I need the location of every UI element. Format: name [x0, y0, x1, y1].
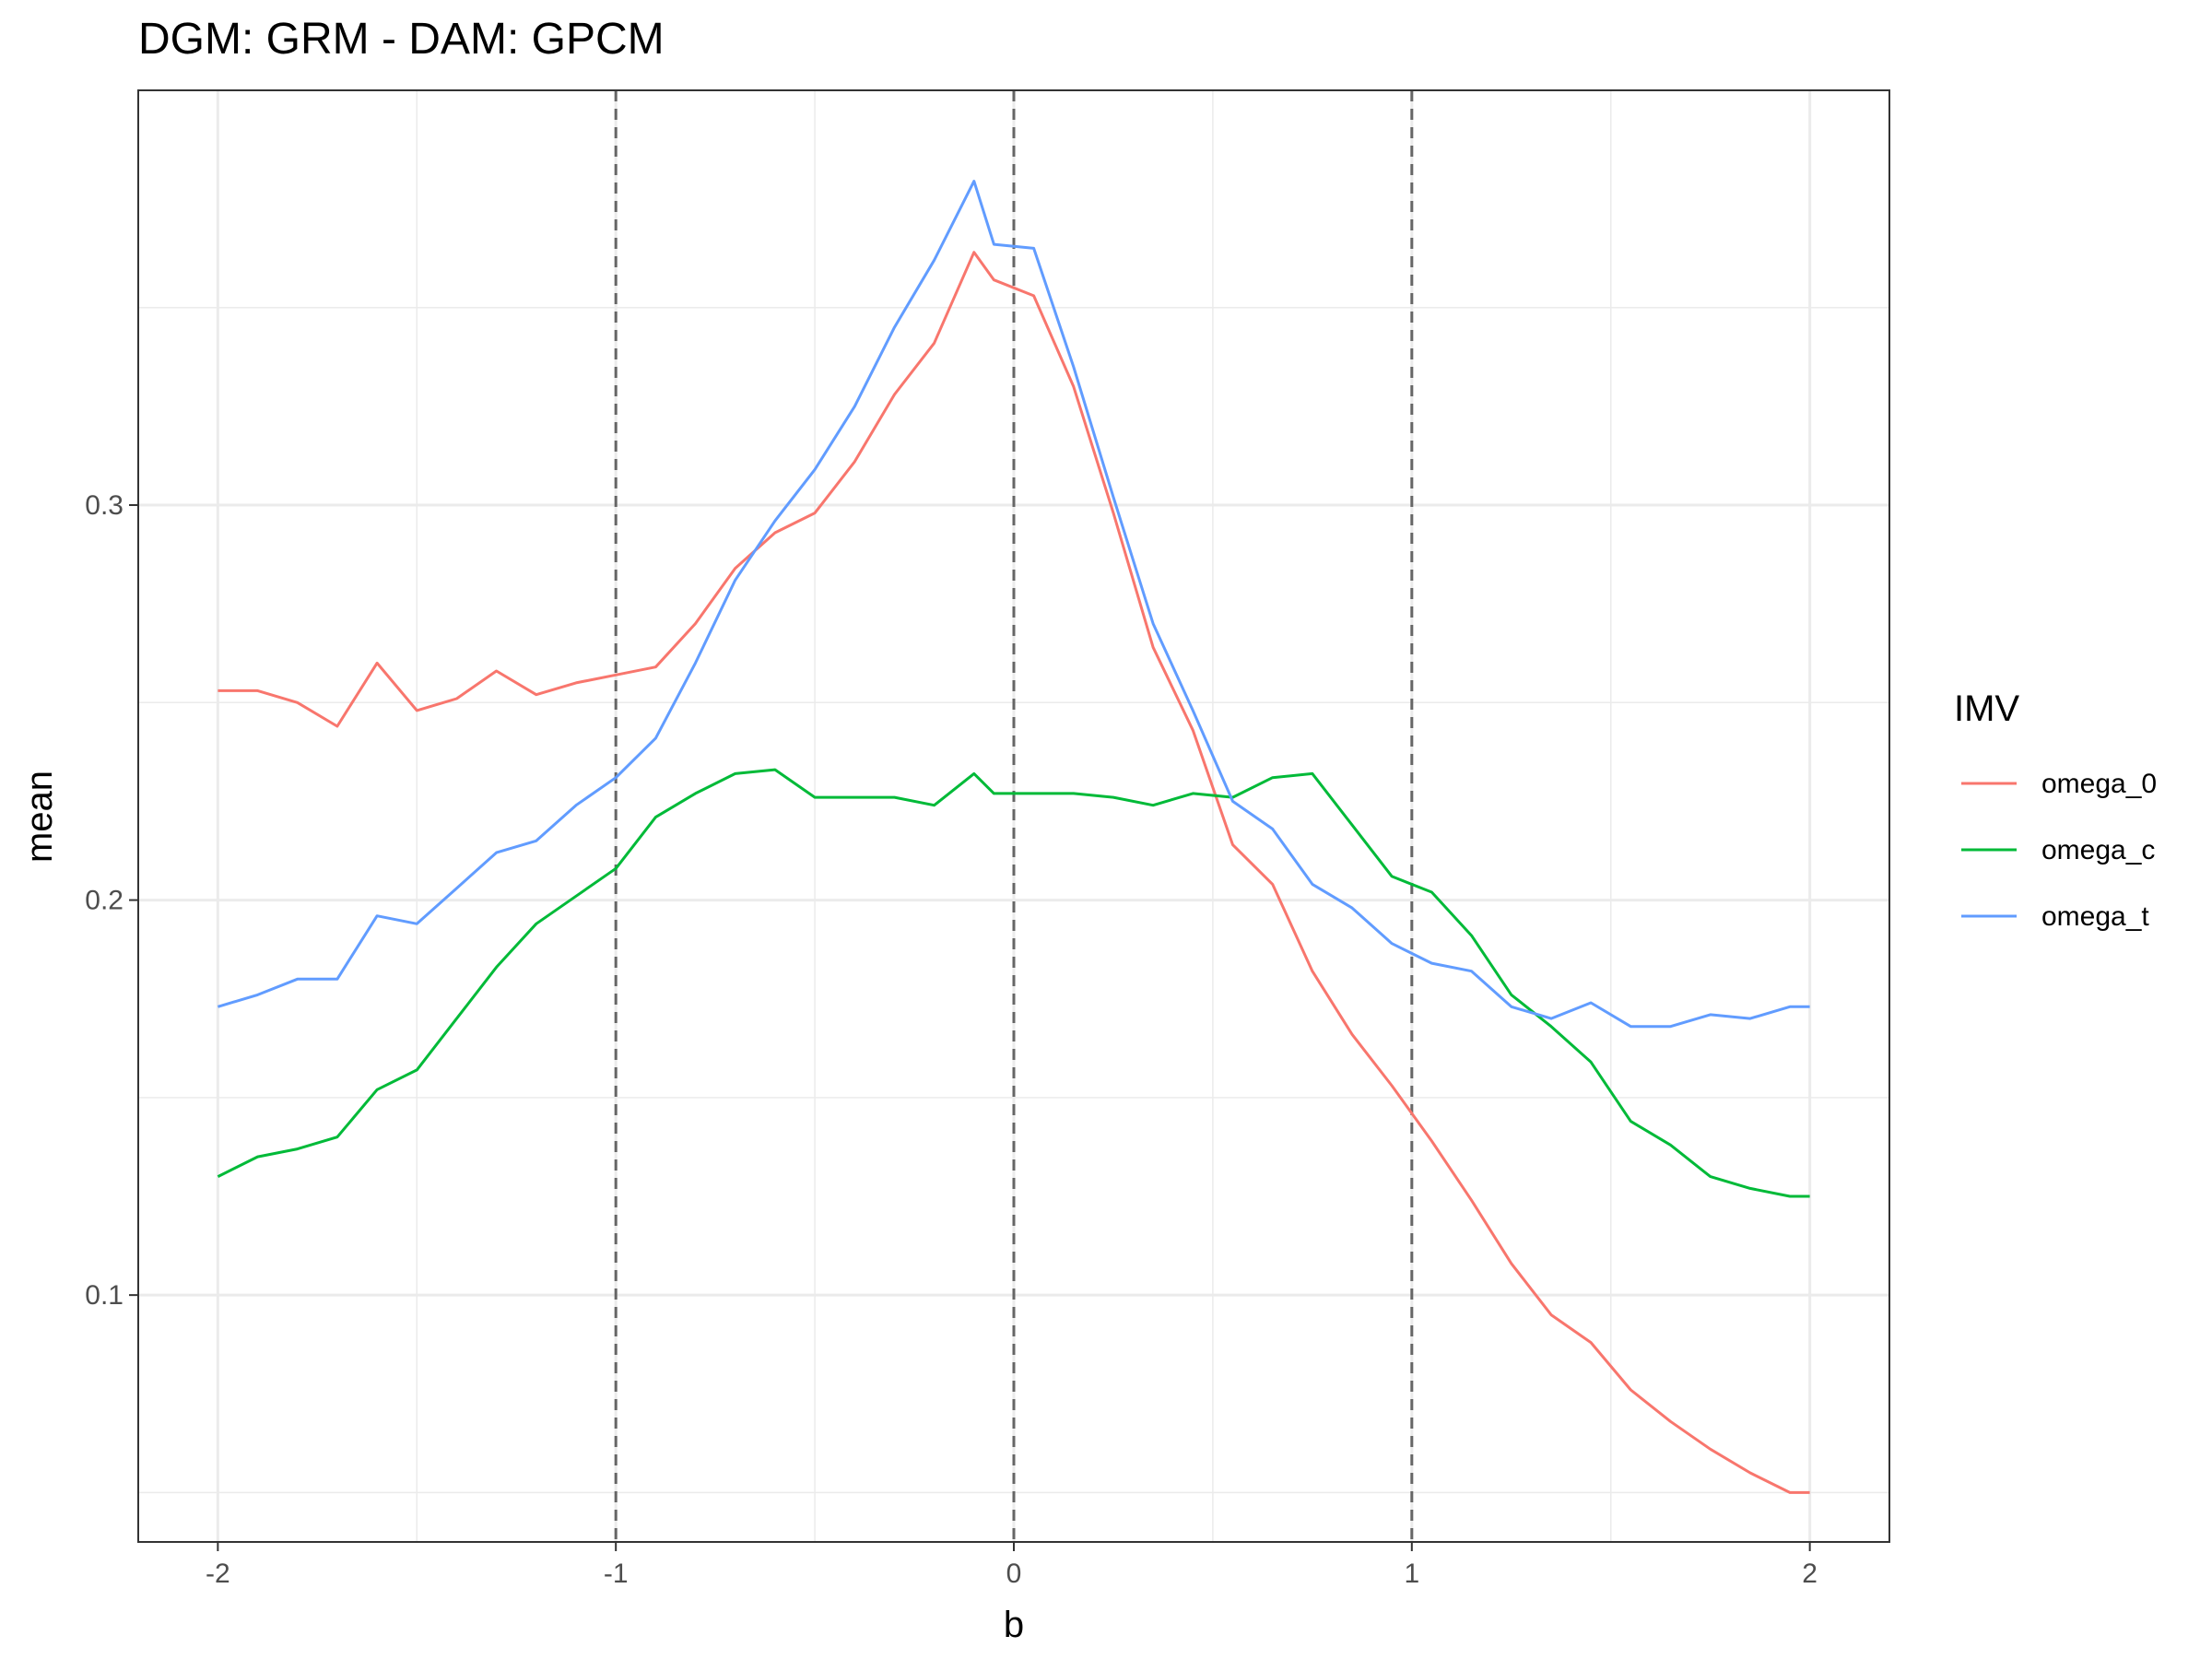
reference-lines	[614, 90, 1414, 1542]
y-axis-title: mean	[19, 771, 60, 863]
legend-label-omega_0: omega_0	[2041, 769, 2157, 799]
legend-label-omega_c: omega_c	[2041, 835, 2155, 865]
series-lines	[217, 180, 1810, 1494]
legend-title: IMV	[1954, 688, 2019, 729]
y-tick-label: 0.3	[85, 490, 124, 521]
series-line-omega_c	[217, 768, 1810, 1198]
x-tick-label: 2	[1802, 1559, 1818, 1589]
axis-ticks: -2 -1 0 1 2 0.1 0.2 0.3	[85, 490, 1818, 1589]
x-tick-label: -2	[206, 1559, 230, 1589]
x-tick-label: 0	[1006, 1559, 1022, 1589]
x-tick-label: -1	[604, 1559, 629, 1589]
y-tick-label: 0.2	[85, 886, 124, 916]
y-tick-label: 0.1	[85, 1280, 124, 1311]
x-axis-title: b	[1004, 1605, 1024, 1645]
legend: IMV omega_0 omega_c omega_t	[1954, 688, 2157, 932]
series-line-omega_0	[218, 251, 1810, 1494]
x-tick-label: 1	[1404, 1559, 1419, 1589]
series-line-omega_t	[217, 180, 1810, 1029]
legend-label-omega_t: omega_t	[2041, 901, 2149, 932]
chart-title: DGM: GRM - DAM: GPCM	[138, 15, 665, 64]
